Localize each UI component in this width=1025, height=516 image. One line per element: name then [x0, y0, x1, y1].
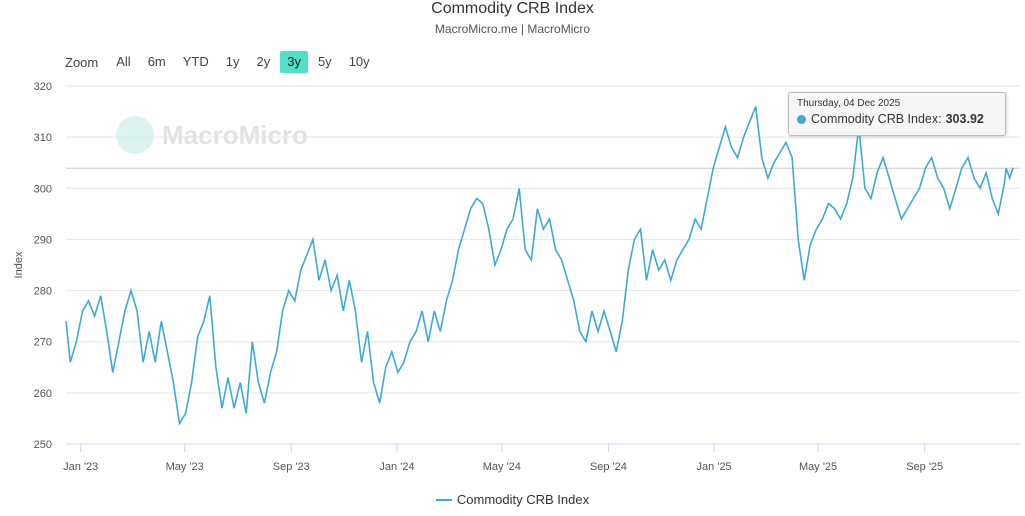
- tooltip-row: Commodity CRB Index: 303.92: [797, 112, 997, 126]
- y-tick-label: 290: [34, 234, 52, 246]
- watermark-text: MacroMicro: [162, 119, 308, 150]
- chart-title: Commodity CRB Index: [431, 0, 594, 17]
- legend[interactable]: Commodity CRB Index: [0, 492, 1025, 507]
- range-button-6m[interactable]: 6m: [147, 54, 166, 69]
- range-button-ytd[interactable]: YTD: [182, 54, 209, 69]
- x-axis: Jan '23 May '23 Sep '23 Jan '24 May '24 Sep '…: [63, 444, 943, 473]
- range-button-10y[interactable]: 10y: [348, 54, 370, 69]
- series-dot-icon: [797, 114, 806, 124]
- legend-line-icon: [435, 498, 452, 501]
- range-button-1y[interactable]: 1y: [225, 54, 240, 69]
- x-tick-label: May '23: [166, 461, 204, 473]
- range-button-2y[interactable]: 2y: [256, 54, 271, 69]
- x-tick-label: May '25: [799, 461, 837, 473]
- y-tick-label: 320: [34, 81, 52, 93]
- series-line-commodity-crb-index[interactable]: [65, 106, 1014, 426]
- gridlines: [66, 85, 1020, 445]
- legend-item-commodity-crb-index[interactable]: Commodity CRB Index: [456, 492, 590, 507]
- x-tick-label: Sep '24: [590, 461, 627, 473]
- x-tick-label: Sep '23: [273, 461, 310, 473]
- tooltip-date: Thursday, 04 Dec 2025: [797, 98, 901, 109]
- watermark-logo: MacroMicro: [116, 116, 308, 154]
- range-button-5y[interactable]: 5y: [317, 54, 332, 69]
- y-tick-label: 300: [34, 183, 52, 195]
- macromicro-logo-icon: [116, 116, 154, 154]
- tooltip-value: 303.92: [945, 112, 984, 126]
- range-button-all[interactable]: All: [116, 54, 131, 69]
- x-tick-label: May '24: [483, 461, 521, 473]
- x-tick-label: Jan '25: [697, 461, 732, 473]
- y-tick-label: 270: [34, 337, 52, 349]
- zoom-label: Zoom: [65, 54, 99, 70]
- x-tick-label: Jan '24: [379, 461, 414, 473]
- chart-subtitle: MacroMicro.me | MacroMicro: [434, 22, 591, 36]
- x-tick-label: Jan '23: [63, 461, 98, 473]
- y-tick-label: 280: [34, 286, 52, 298]
- x-tick-label: Sep '25: [906, 461, 943, 473]
- y-tick-label: 310: [34, 132, 52, 144]
- y-tick-label: 260: [34, 388, 52, 400]
- tooltip: Thursday, 04 Dec 2025 Commodity CRB Inde…: [788, 92, 1006, 136]
- y-tick-label: 250: [34, 439, 52, 451]
- range-selector: Zoom All 6m YTD 1y 2y 3y 5y 10y: [60, 50, 380, 74]
- tooltip-series-name: Commodity CRB Index:: [811, 112, 942, 126]
- y-axis: 250 260 270 280 290 300 310 320: [34, 81, 52, 451]
- y-axis-label: Index: [13, 251, 25, 278]
- range-button-3y[interactable]: 3y: [280, 51, 308, 73]
